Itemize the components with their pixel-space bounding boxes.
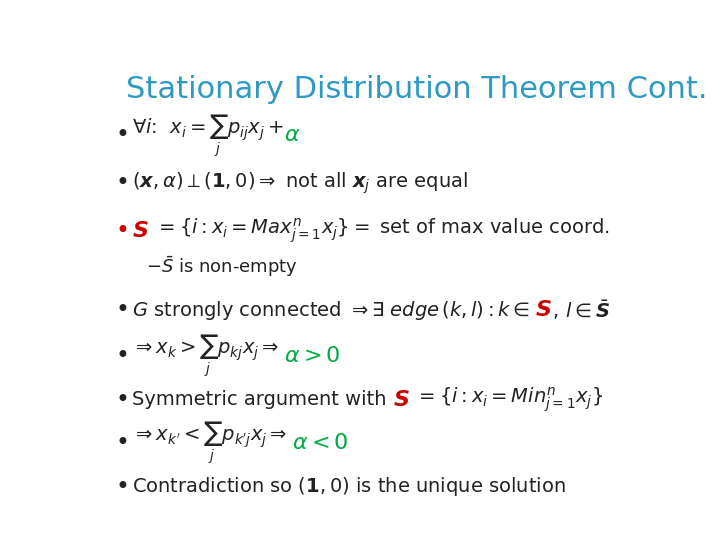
Text: Stationary Distribution Theorem Cont.: Stationary Distribution Theorem Cont. [126, 75, 708, 104]
Text: •: • [115, 171, 129, 195]
Text: $(\boldsymbol{x}, \alpha) \perp (\mathbf{1}, 0) \Rightarrow$ not all $\boldsymbo: $(\boldsymbol{x}, \alpha) \perp (\mathbf… [132, 171, 468, 196]
Text: •: • [115, 475, 129, 499]
Text: •: • [115, 219, 129, 243]
Text: $\Rightarrow x_k > \sum_j p_{kj} x_j \Rightarrow$: $\Rightarrow x_k > \sum_j p_{kj} x_j \Ri… [132, 333, 284, 379]
Text: $\alpha$: $\alpha$ [284, 125, 300, 145]
Text: $\boldsymbol{S}$: $\boldsymbol{S}$ [536, 300, 552, 320]
Text: Symmetric argument with: Symmetric argument with [132, 390, 392, 409]
Text: $G$ strongly connected $\Rightarrow \exists$ $\mathit{edge}\,(k,l): k \in$: $G$ strongly connected $\Rightarrow \exi… [132, 299, 536, 322]
Text: Contradiction so $(\mathbf{1}, 0)$ is the unique solution: Contradiction so $(\mathbf{1}, 0)$ is th… [132, 475, 566, 498]
Text: •: • [115, 431, 129, 455]
Text: $= \{i: x_i = Max_{j=1}^{n} x_j\} =$ set of max value coord.: $= \{i: x_i = Max_{j=1}^{n} x_j\} =$ set… [148, 217, 609, 246]
Text: $\boldsymbol{S}$: $\boldsymbol{S}$ [132, 221, 148, 241]
Text: $- \bar{S}$ is non-empty: $- \bar{S}$ is non-empty [145, 254, 297, 279]
Text: $\alpha > 0$: $\alpha > 0$ [284, 346, 341, 366]
Text: $\alpha < 0$: $\alpha < 0$ [292, 433, 348, 453]
Text: $\forall i$:  $x_i = \sum_j p_{ij} x_j + $: $\forall i$: $x_i = \sum_j p_{ij} x_j + … [132, 112, 284, 159]
Text: •: • [115, 388, 129, 411]
Text: •: • [115, 124, 129, 147]
Text: •: • [115, 298, 129, 322]
Text: $\boldsymbol{S}$: $\boldsymbol{S}$ [392, 389, 410, 409]
Text: $= \{i: x_i = Min_{j=1}^{n} x_j\}$: $= \{i: x_i = Min_{j=1}^{n} x_j\}$ [410, 385, 603, 414]
Text: $,\, l \in \bar{\boldsymbol{S}}$: $,\, l \in \bar{\boldsymbol{S}}$ [552, 298, 611, 322]
Text: •: • [115, 344, 129, 368]
Text: $\Rightarrow x_{k'} < \sum_j p_{k'j} x_j \Rightarrow$: $\Rightarrow x_{k'} < \sum_j p_{k'j} x_j… [132, 420, 292, 467]
